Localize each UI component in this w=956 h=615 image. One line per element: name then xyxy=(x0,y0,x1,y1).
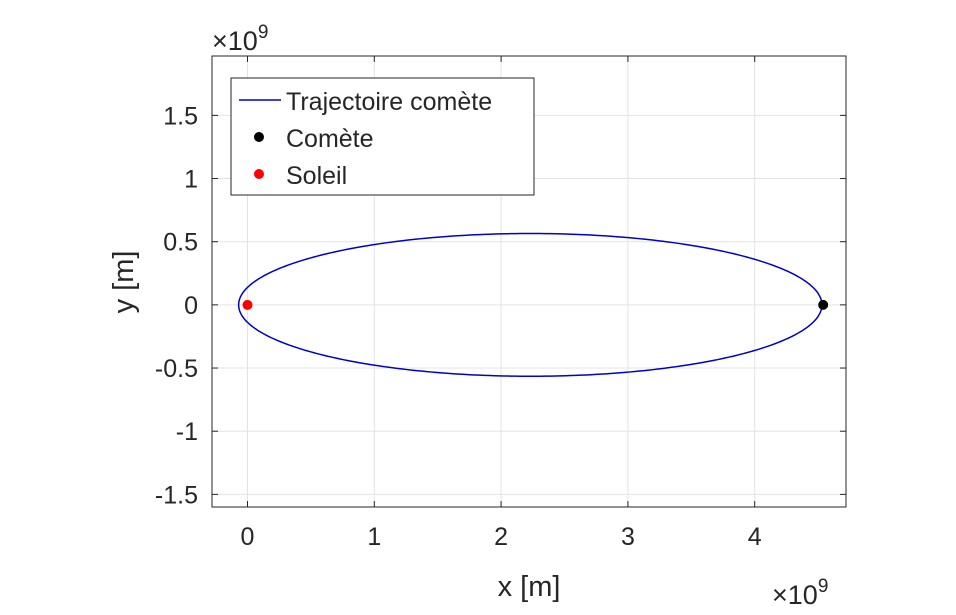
x-tick-label: 1 xyxy=(367,523,381,551)
comet-trajectory-line xyxy=(237,232,823,378)
x-exponent-label: ×109 xyxy=(772,576,828,610)
y-tick-label: 1 xyxy=(184,166,198,194)
y-exponent-label: ×109 xyxy=(212,22,268,56)
plot-area-frame xyxy=(211,55,847,508)
y-tick-label: -1.5 xyxy=(155,481,198,509)
x-tick-label: 4 xyxy=(748,523,762,551)
y-axis-ticks: -1.5 -1 -0.5 0 0.5 1 1.5 xyxy=(155,102,846,509)
legend-label-comet: Comète xyxy=(286,125,374,153)
sun-marker xyxy=(242,299,253,310)
x-axis-ticks: 0 1 2 3 4 xyxy=(241,56,762,551)
x-exponent-base: ×10 xyxy=(772,580,818,610)
comet-marker xyxy=(818,299,829,310)
legend-label-sun: Soleil xyxy=(286,162,347,190)
y-tick-label: 1.5 xyxy=(163,102,198,130)
y-exponent-power: 9 xyxy=(258,22,269,43)
legend-comet-swatch xyxy=(254,132,264,142)
y-tick-label: 0 xyxy=(184,292,198,320)
x-tick-label: 2 xyxy=(494,523,508,551)
legend-label-trajectory: Trajectoire comète xyxy=(286,88,492,116)
x-tick-label: 3 xyxy=(621,523,635,551)
legend-box xyxy=(230,77,535,196)
y-axis-label: y [m] xyxy=(108,251,140,314)
y-tick-label: -1 xyxy=(176,418,198,446)
y-exponent-base: ×10 xyxy=(212,26,258,56)
x-tick-label: 0 xyxy=(241,523,255,551)
y-tick-label: 0.5 xyxy=(163,229,198,257)
legend-sun-swatch xyxy=(254,169,264,179)
x-exponent-power: 9 xyxy=(818,576,829,597)
y-tick-label: -0.5 xyxy=(155,355,198,383)
legend: Trajectoire comète Comète Soleil xyxy=(230,77,535,196)
x-axis-label: x [m] xyxy=(498,571,561,603)
